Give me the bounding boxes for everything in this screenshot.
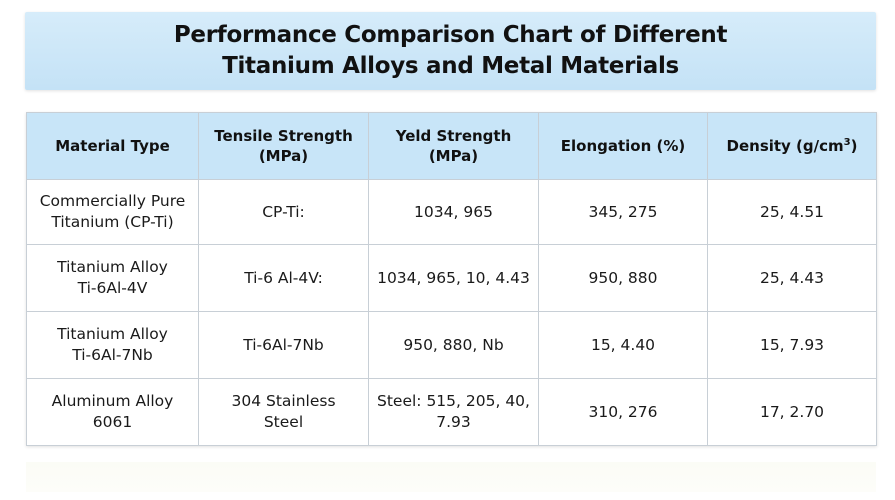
page-title-line-1: Performance Comparison Chart of Differen… [173,22,728,48]
page-title-line-2: Titanium Alloys and Metal Materials [222,53,679,79]
cell-text: 15, 4.40 [590,335,656,354]
cell-text: Titanium Alloy [57,325,168,343]
cell-density: 17, 2.70 [707,378,877,446]
cell-text: 25, 4.43 [759,268,825,287]
cell-text: 25, 4.51 [759,202,825,221]
cell-text: Aluminum Alloy [51,392,174,410]
cell-text: 1034, 965 [414,202,493,221]
cell-text: Ti-6Al-7Nb [72,346,153,364]
cell-density: 15, 7.93 [707,311,877,379]
cell-material: Aluminum Alloy 6061 [26,378,199,446]
header-text: Material Type [55,137,170,155]
table-row: Commercially Pure Titanium (CP-Ti) CP-Ti… [26,179,877,245]
cell-tensile: Ti-6 Al-4V: [198,244,369,312]
header-text: Elongation (%) [560,137,686,155]
cell-density: 25, 4.51 [707,179,877,245]
cell-material: Titanium Alloy Ti-6Al-4V [26,244,199,312]
header-text: (MPa) [428,147,479,165]
cell-elongation: 345, 275 [538,179,708,245]
cell-text: 304 Stainless [231,392,336,410]
cell-yield: Steel: 515, 205, 40, 7.93 [368,378,539,446]
table-header: Material Type Tensile Strength (MPa) Yel… [26,112,877,180]
table-body: Commercially Pure Titanium (CP-Ti) CP-Ti… [26,179,877,446]
cell-text: Ti-6 Al-4V: [244,268,323,287]
header-text: (MPa) [258,147,309,165]
cell-text: 950, 880 [588,268,658,287]
table-row: Titanium Alloy Ti-6Al-7Nb Ti-6Al-7Nb 950… [26,311,877,379]
cell-text: Ti-6Al-4V [77,279,148,297]
cell-yield: 1034, 965, 10, 4.43 [368,244,539,312]
header-text: ) [850,137,858,155]
cell-tensile: Ti-6Al-7Nb [198,311,369,379]
title-banner: Performance Comparison Chart of Differen… [25,12,876,90]
header-material-type: Material Type [26,112,199,180]
cell-tensile: CP-Ti: [198,179,369,245]
bottom-strip [26,462,876,492]
header-yield-strength: Yeld Strength (MPa) [368,112,539,180]
cell-text: 6061 [92,413,133,431]
header-density: Density (g/cm3) [707,112,877,180]
cell-text: Commercially Pure [39,192,186,210]
header-tensile-strength: Tensile Strength (MPa) [198,112,369,180]
table-row: Aluminum Alloy 6061 304 Stainless Steel … [26,378,877,446]
cell-text: 310, 276 [588,402,658,421]
comparison-table: Material Type Tensile Strength (MPa) Yel… [26,112,877,446]
cell-density: 25, 4.43 [707,244,877,312]
cell-material: Titanium Alloy Ti-6Al-7Nb [26,311,199,379]
header-text: Yeld Strength [395,127,512,145]
cell-text: Ti-6Al-7Nb [243,335,324,354]
cell-yield: 1034, 965 [368,179,539,245]
cell-text: CP-Ti: [262,202,305,221]
cell-text: 17, 2.70 [759,402,825,421]
cell-tensile: 304 Stainless Steel [198,378,369,446]
cell-elongation: 310, 276 [538,378,708,446]
cell-elongation: 15, 4.40 [538,311,708,379]
cell-text: 950, 880, Nb [403,335,504,354]
cell-elongation: 950, 880 [538,244,708,312]
table-row: Titanium Alloy Ti-6Al-4V Ti-6 Al-4V: 103… [26,244,877,312]
cell-material: Commercially Pure Titanium (CP-Ti) [26,179,199,245]
cell-yield: 950, 880, Nb [368,311,539,379]
header-elongation: Elongation (%) [538,112,708,180]
cell-text: 15, 7.93 [759,335,825,354]
header-row: Material Type Tensile Strength (MPa) Yel… [26,112,877,180]
cell-text: Titanium (CP-Ti) [51,213,174,231]
header-text: Density (g/cm [726,137,844,155]
cell-text: 345, 275 [588,202,658,221]
header-superscript: 3 [843,137,851,148]
header-text: Tensile Strength [214,127,353,145]
cell-text: Steel [263,413,304,431]
cell-text: 7.93 [436,413,471,431]
cell-text: Titanium Alloy [57,258,168,276]
cell-text: Steel: 515, 205, 40, [377,392,530,410]
cell-text: 1034, 965, 10, 4.43 [377,268,530,287]
